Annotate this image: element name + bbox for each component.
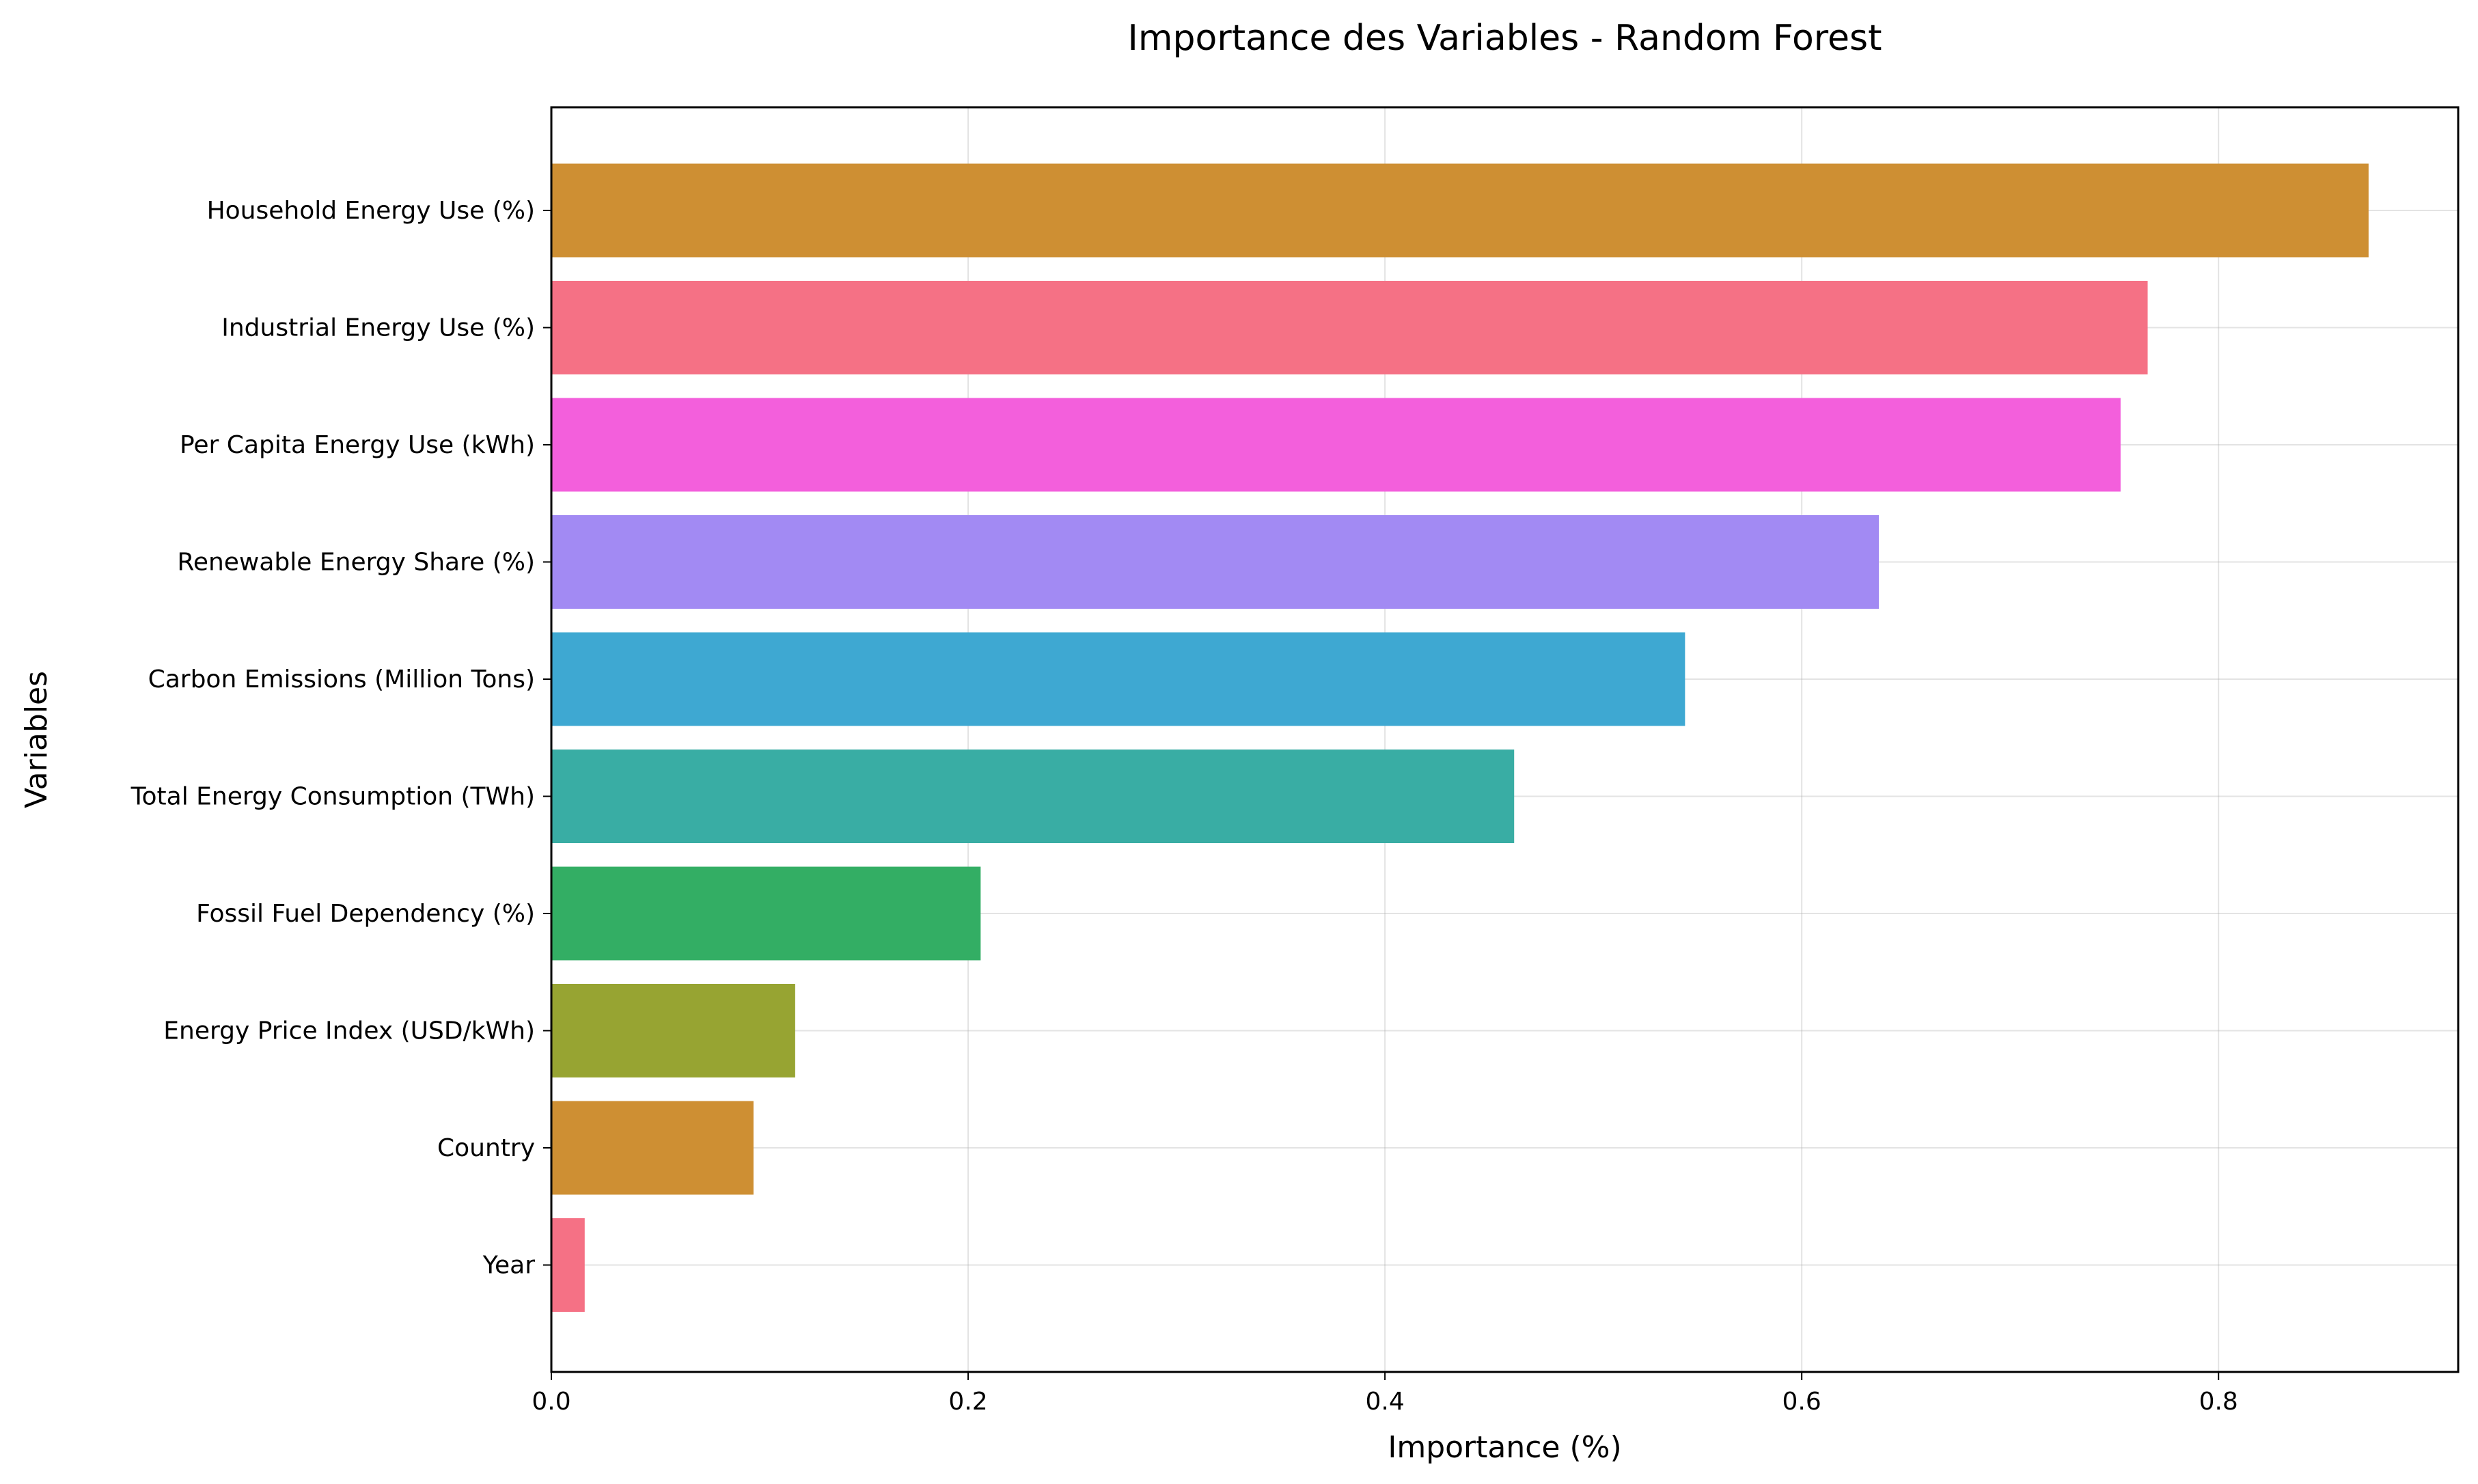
y-tick-label: Carbon Emissions (Million Tons)	[148, 665, 535, 693]
bar	[551, 398, 2121, 492]
plot-frame	[550, 106, 2460, 1373]
y-tick-label: Industrial Energy Use (%)	[221, 314, 535, 342]
y-tick-label: Per Capita Energy Use (kWh)	[180, 431, 535, 459]
bar	[551, 984, 795, 1077]
chart-title: Importance des Variables - Random Forest	[1128, 18, 1882, 59]
y-tick-label: Energy Price Index (USD/kWh)	[163, 1017, 535, 1045]
x-axis-title: Importance (%)	[1388, 1430, 1621, 1465]
y-tick-label: Fossil Fuel Dependency (%)	[196, 900, 535, 928]
y-axis-ticks: Household Energy Use (%) Industrial Energ…	[130, 197, 551, 1280]
y-tick-label: Household Energy Use (%)	[207, 197, 535, 225]
y-tick-label: Year	[482, 1252, 535, 1280]
x-tick-label: 0.6	[1782, 1388, 1821, 1416]
x-tick-label: 0.8	[2199, 1388, 2238, 1416]
bar	[551, 163, 2369, 258]
x-tick-label: 0.2	[948, 1388, 987, 1416]
y-axis-title: Variables	[19, 671, 54, 808]
x-tick-label: 0.0	[532, 1388, 570, 1416]
bar	[551, 515, 1880, 609]
bar	[551, 1101, 754, 1195]
x-tick-label: 0.4	[1365, 1388, 1404, 1416]
bar	[551, 1218, 585, 1312]
bar	[551, 866, 981, 961]
bar	[551, 281, 2148, 374]
x-axis-ticks: 0.0 0.2 0.4 0.6 0.8	[532, 1372, 2238, 1416]
y-tick-label: Renewable Energy Share (%)	[177, 549, 535, 577]
bar-series	[551, 163, 2369, 1312]
bar	[551, 632, 1685, 726]
y-tick-label: Total Energy Consumption (TWh)	[130, 783, 535, 811]
y-tick-label: Country	[437, 1134, 535, 1162]
bar	[551, 750, 1515, 843]
